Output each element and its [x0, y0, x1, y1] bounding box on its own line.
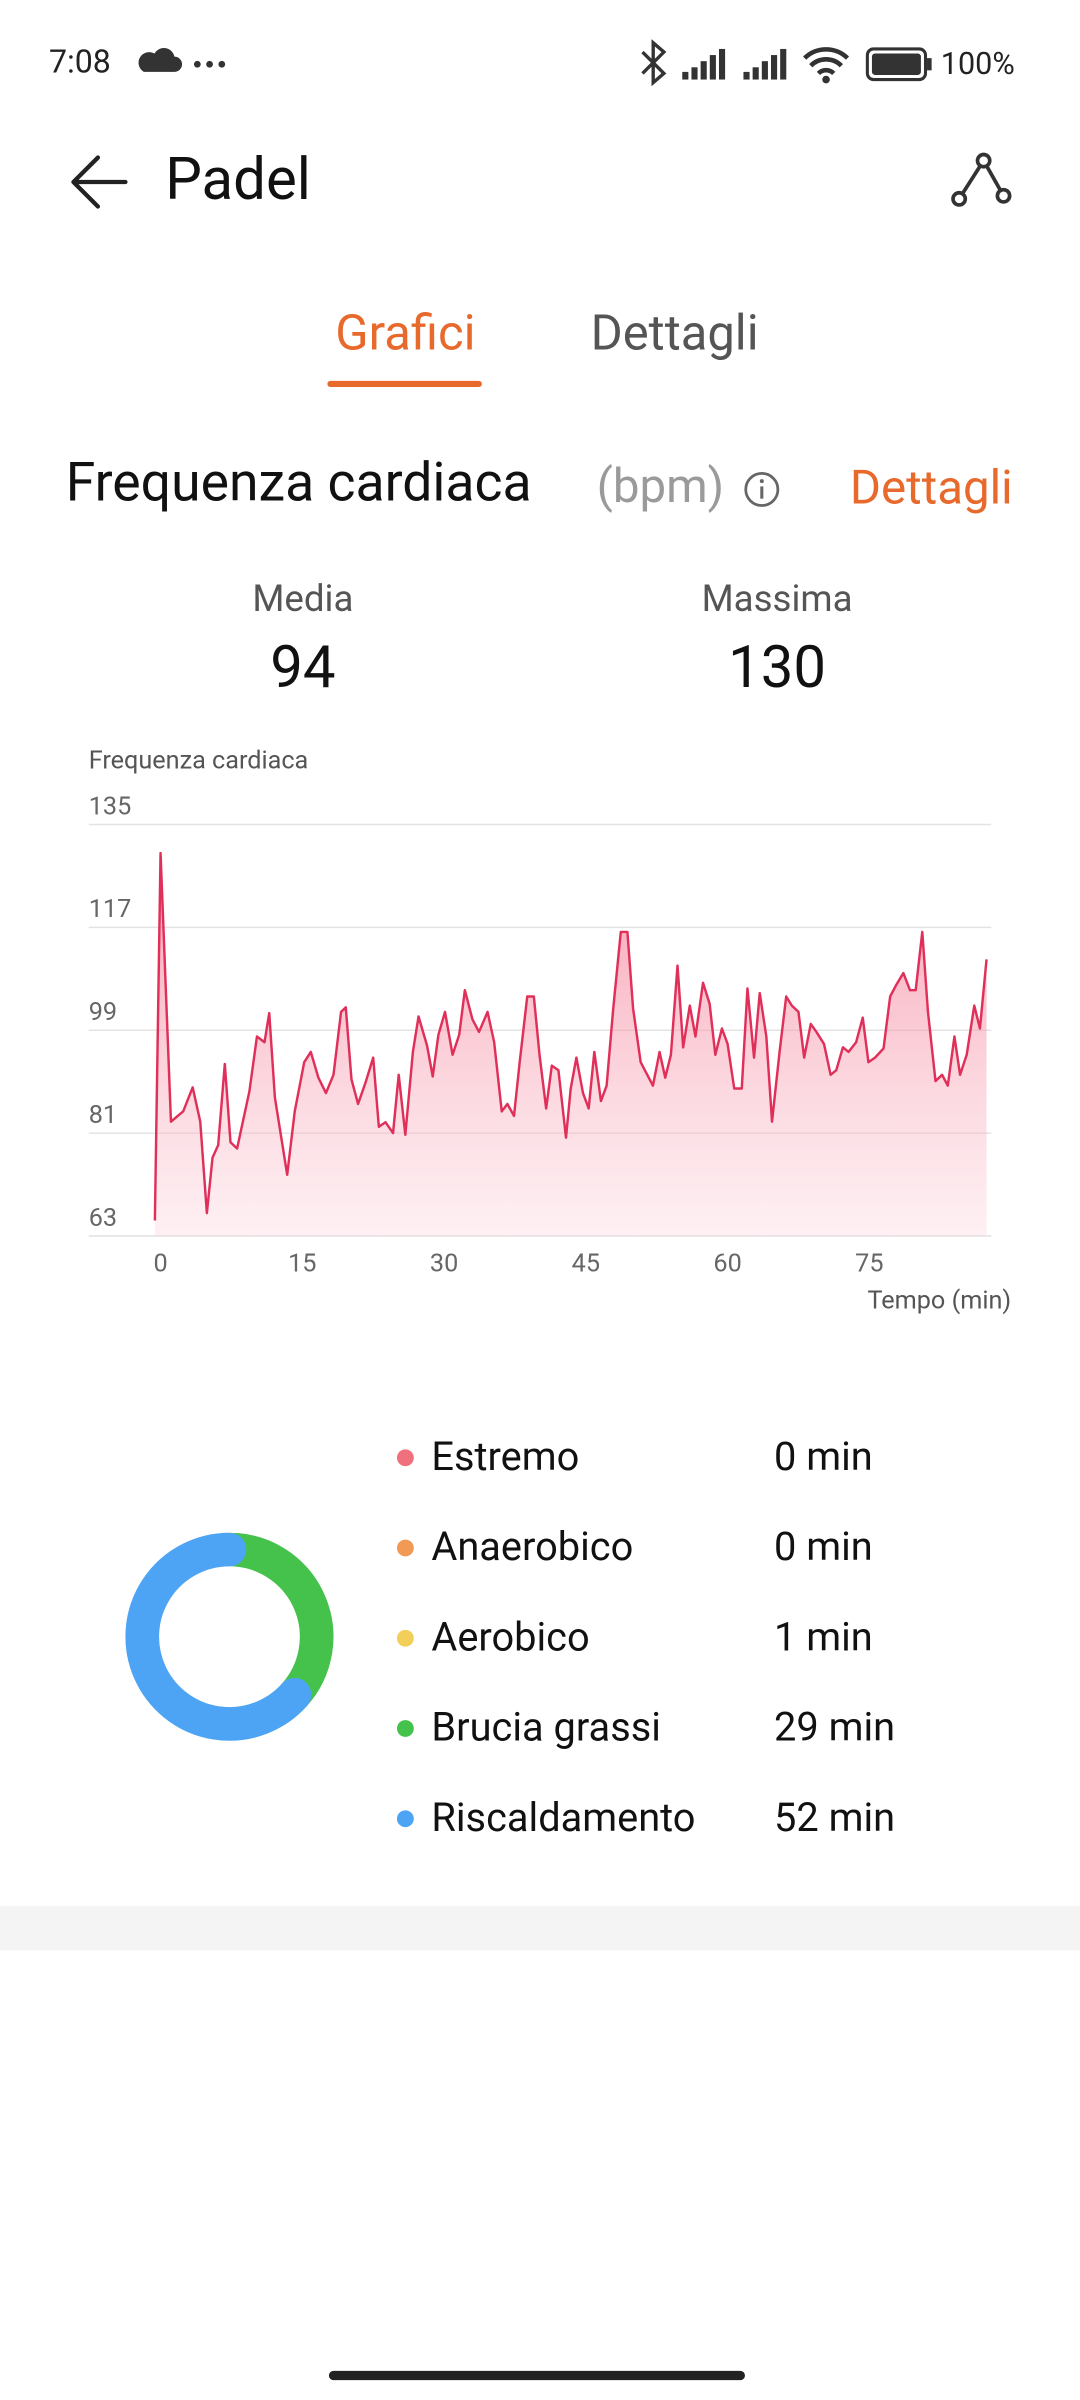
legend-value: 0 min	[774, 1523, 873, 1570]
back-button[interactable]	[71, 155, 128, 209]
info-icon[interactable]	[744, 472, 780, 507]
legend-label: Anaerobico	[431, 1523, 633, 1570]
line	[153, 851, 988, 1221]
divider-band	[0, 1905, 1080, 1951]
route-button[interactable]	[951, 152, 1012, 207]
legend-value: 0 min	[774, 1433, 873, 1480]
legend-label: Aerobico	[431, 1613, 589, 1660]
x-axis-label: Tempo (min)	[867, 1286, 1011, 1315]
legend-dot	[396, 1810, 414, 1828]
stat-value: 130	[728, 634, 826, 702]
x-tick-label: 30	[430, 1250, 458, 1279]
home-indicator	[328, 2370, 745, 2381]
heart-rate-chart: 63 81 99 117 135 0 15 30 45 60 75	[89, 792, 992, 1279]
legend-value: 1 min	[774, 1613, 873, 1660]
section-unit: (bpm)	[597, 458, 725, 514]
zones: Estremo 0 min Anaerobico 0 min Aerobico 1 min…	[125, 1433, 895, 1841]
tab[interactable]: Dettagli	[591, 304, 759, 361]
more-icon	[193, 60, 226, 68]
battery-text: 100%	[941, 47, 1015, 82]
details-link[interactable]: Dettagli	[850, 460, 1013, 516]
x-tick-label: 45	[572, 1250, 600, 1279]
y-tick-label: 63	[89, 1204, 117, 1233]
section-title: Frequenza cardiaca	[66, 452, 532, 515]
chart-title: Frequenza cardiaca	[89, 746, 309, 775]
legend-dot	[396, 1629, 414, 1647]
legend-label: Brucia grassi	[431, 1704, 661, 1751]
y-tick-label: 99	[89, 998, 117, 1027]
x-tick-label: 75	[855, 1250, 883, 1279]
battery-level	[871, 53, 921, 75]
stat-label: Media	[252, 577, 353, 620]
x-tick-label: 0	[153, 1250, 167, 1279]
legend-label: Riscaldamento	[431, 1794, 695, 1841]
y-tick-label: 135	[89, 792, 132, 821]
x-tick-label: 60	[713, 1250, 741, 1279]
page-title: Padel	[165, 146, 311, 214]
y-tick-label: 117	[89, 895, 132, 924]
legend-dot	[396, 1720, 414, 1737]
legend-value: 52 min	[774, 1794, 895, 1841]
bluetooth-icon	[641, 39, 667, 87]
donut-segment	[125, 1532, 312, 1741]
battery-outline	[865, 47, 928, 82]
donut-segment	[219, 1532, 334, 1712]
x-tick-label: 15	[288, 1250, 316, 1279]
signal-icon	[682, 48, 787, 80]
legend-value: 29 min	[774, 1704, 895, 1751]
status-time: 7:08	[49, 43, 111, 81]
legend-dot	[396, 1539, 414, 1557]
stat-label: Massima	[702, 577, 853, 620]
y-tick-label: 81	[89, 1101, 117, 1130]
tab-active[interactable]: Grafici	[335, 304, 475, 361]
wifi-dot	[822, 75, 830, 84]
cloud-icon	[138, 47, 183, 72]
wifi-icon	[803, 47, 850, 76]
stat-value: 94	[270, 634, 335, 702]
area	[154, 853, 987, 1236]
tab-indicator	[327, 380, 482, 387]
legend-label: Estremo	[431, 1433, 579, 1480]
battery-tip	[927, 58, 932, 71]
legend-dot	[396, 1449, 414, 1467]
